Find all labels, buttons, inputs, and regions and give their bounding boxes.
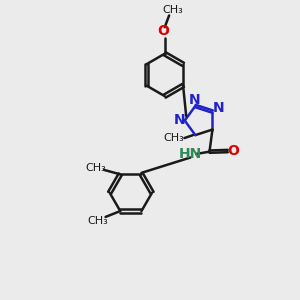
- Text: O: O: [227, 144, 239, 158]
- Text: CH₃: CH₃: [164, 133, 184, 143]
- Text: N: N: [212, 101, 224, 115]
- Text: HN: HN: [179, 147, 202, 161]
- Text: O: O: [157, 24, 169, 38]
- Text: CH₃: CH₃: [163, 5, 183, 15]
- Text: CH₃: CH₃: [86, 163, 106, 173]
- Text: N: N: [174, 113, 185, 127]
- Text: N: N: [188, 93, 200, 107]
- Text: CH₃: CH₃: [88, 216, 108, 226]
